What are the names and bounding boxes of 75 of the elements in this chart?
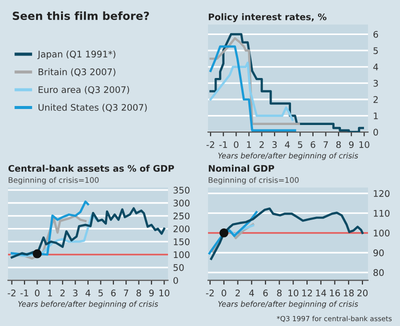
y-tick-label: 0 <box>373 128 378 136</box>
x-tick-label: 5 <box>298 141 302 148</box>
x-tick-label: 2 <box>236 290 240 296</box>
y-tick-label: 250 <box>174 212 190 220</box>
x-tick-label: 10 <box>288 290 298 296</box>
line-series <box>10 207 166 258</box>
x-tick-label: 12 <box>302 290 312 296</box>
x-tick-label: 3 <box>73 290 78 296</box>
y-tick-label: 1 <box>374 112 378 120</box>
y-tick-label: 90 <box>373 249 384 256</box>
y-tick-label: 150 <box>174 238 190 246</box>
x-tick-label: 4 <box>249 290 254 296</box>
x-tick-label: 3 <box>272 141 277 148</box>
x-tick-label: 0 <box>222 290 226 296</box>
y-tick-label: 100 <box>374 230 390 236</box>
y-tick-label: 120 <box>374 190 390 197</box>
x-tick-label: -2 <box>206 290 214 296</box>
x-tick-label: 5 <box>98 290 103 296</box>
x-tick-label: 16 <box>330 290 340 296</box>
text: Seen this film before? <box>12 11 149 20</box>
x-tick-label: 1 <box>48 290 52 296</box>
x-tick-label: 7 <box>124 290 128 296</box>
line-series <box>209 33 364 132</box>
x-tick-label: 18 <box>344 290 354 296</box>
y-tick-label: 3 <box>374 80 378 87</box>
y-tick-label: 350 <box>174 186 190 194</box>
x-tick-label: -2 <box>206 141 214 148</box>
y-tick-label: 300 <box>174 200 190 206</box>
x-tick-label: 20 <box>357 290 368 296</box>
y-tick-label: 2 <box>374 96 378 103</box>
y-tick-label: 5 <box>374 47 378 54</box>
x-tick-label: 8 <box>136 290 142 296</box>
line-series <box>209 45 296 132</box>
x-tick-label: 10 <box>159 290 170 296</box>
x-tick-label: 1 <box>247 141 251 148</box>
chart-title: Policy interest rates, % <box>208 13 326 22</box>
x-tick-label: 6 <box>310 141 316 148</box>
x-tick-label: 14 <box>316 290 326 296</box>
x-tick-label: 9 <box>349 141 354 148</box>
y-tick-label: 110 <box>374 210 390 217</box>
x-tick-label: 0 <box>34 290 40 296</box>
line-series <box>10 200 90 256</box>
chart-title: Nominal GDP <box>208 164 274 172</box>
legend-label: United States (Q3 2007) <box>38 104 147 112</box>
x-tick-label: 7 <box>324 141 328 148</box>
y-tick-label: 50 <box>174 264 184 272</box>
x-tick-label: -2 <box>8 290 16 296</box>
x-tick-label: 0 <box>234 141 238 148</box>
x-tick-label: 4 <box>284 141 290 148</box>
line-series <box>10 214 100 257</box>
y-tick-label: 0 <box>173 277 178 284</box>
line-series <box>208 211 258 254</box>
y-tick-label: 100 <box>174 251 190 258</box>
x-tick-label: 6 <box>263 290 268 296</box>
x-tick-label: 8 <box>336 141 341 148</box>
x-tick-label: 9 <box>149 290 154 296</box>
chart-title: Central-bank assets as % of GDP <box>8 164 174 172</box>
x-tick-label: 10 <box>359 141 370 148</box>
x-tick-label: 4 <box>86 290 90 296</box>
x-tick-label: 2 <box>260 141 264 148</box>
legend-label: Japan (Q1 1991*) <box>37 50 116 60</box>
x-tick-label: 6 <box>111 290 116 296</box>
x-tick-label: 8 <box>277 290 282 296</box>
y-tick-label: 4 <box>373 64 378 70</box>
y-tick-label: 6 <box>373 30 378 38</box>
line-series <box>209 37 300 125</box>
legend-label: Britain (Q3 2007) <box>38 68 116 76</box>
x-tick-label: -1 <box>20 290 28 296</box>
line-series <box>210 207 364 260</box>
legend-label: Euro area (Q3 2007) <box>38 86 130 94</box>
line-series <box>209 62 294 121</box>
x-tick-label: -1 <box>219 141 228 148</box>
y-tick-label: 80 <box>373 269 384 276</box>
x-tick-label: 2 <box>60 290 65 296</box>
y-tick-label: 200 <box>174 225 190 232</box>
